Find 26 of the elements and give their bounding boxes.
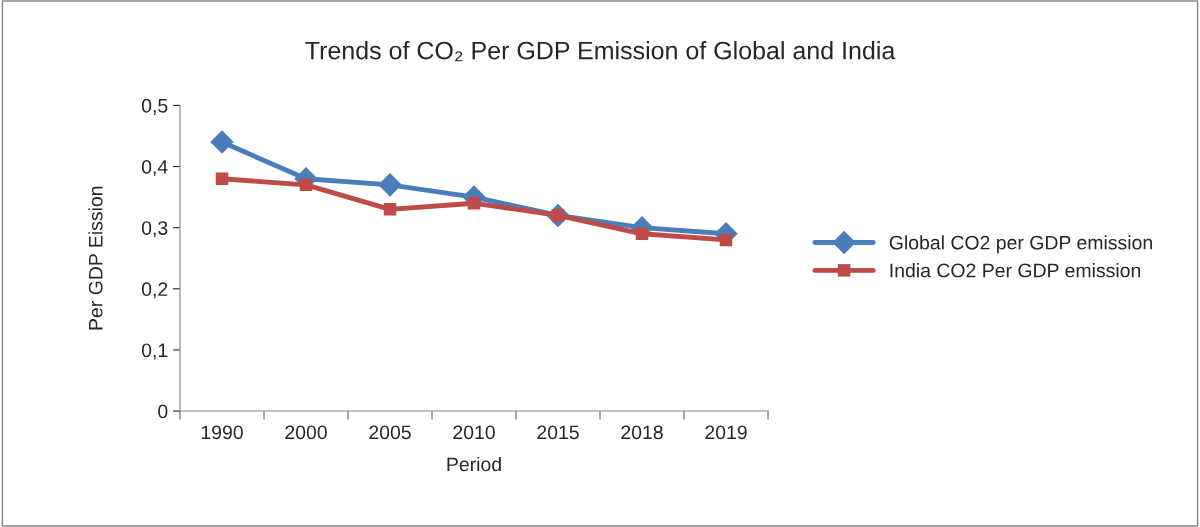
point [299,178,313,192]
y-axis-title: Per GDP Eission [88,186,103,330]
y-tick-label: 0,1 [141,343,168,360]
point [210,130,234,154]
point [215,172,229,186]
x-tick-label: 2000 [285,425,327,440]
point [467,196,481,210]
point [635,227,649,241]
y-tick-label: 0,3 [141,221,168,238]
x-tick-label: 2010 [453,425,495,440]
x-tick-label: 2015 [537,425,579,440]
y-tick-label: 0,2 [141,282,168,299]
point [719,233,733,247]
y-tick-label: 0,4 [141,160,168,177]
x-tick-label: 2019 [705,425,747,440]
x-tick-label: 2018 [621,425,663,440]
x-tick-label: 1990 [201,425,243,440]
x-axis-title: Period [447,456,501,472]
point [378,173,402,197]
legend-label: India CO2 Per GDP emission [890,263,1141,278]
x-tick-label: 2005 [369,425,411,440]
point [383,203,397,216]
y-tick-label: 0 [158,404,168,419]
legend-label: Global CO2 per GDP emission [889,235,1152,254]
chart-title: Trends of CO₂ Per GDP Emission of Global and India [305,41,896,62]
y-tick-label: 0,5 [141,98,168,115]
